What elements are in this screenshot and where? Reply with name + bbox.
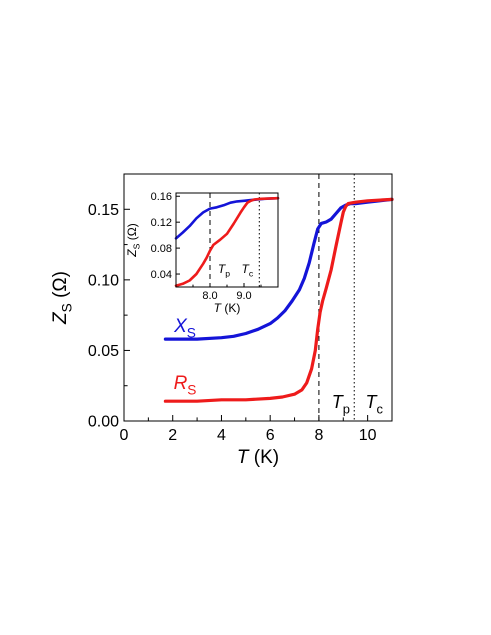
main-frame (123, 173, 393, 422)
inset-label-Tp: Tp (218, 262, 230, 279)
main-x-tick-label: 8 (314, 427, 323, 444)
main-y-tick-label: 0.15 (88, 202, 119, 219)
inset-y-axis-label: ZS (Ω) (125, 223, 142, 257)
inset-label-Tc: Tc (241, 262, 253, 279)
inset-x-axis-label: T (K) (214, 301, 241, 315)
main-x-tick-label: 6 (266, 427, 275, 444)
inset-x-tick-label: 9.0 (236, 290, 251, 302)
main-series-R_S (163, 197, 394, 403)
main-x-axis-label: T (K) (237, 447, 279, 468)
inset-x-tick-label: 8.0 (202, 290, 217, 302)
main-series-label-R_S: RS (174, 373, 197, 398)
main-panel: 0 2 4 6 8 10 0.00 0.05 0.10 0.15 T (K) ZS (Ω) Tp Tc XS… (50, 173, 394, 468)
inset-y-tick-label: 0.04 (151, 269, 172, 281)
main-x-tick-label: 0 (120, 427, 129, 444)
main-label-Tc: Tc (365, 392, 383, 416)
inset-series-R_S (174, 196, 280, 287)
inset-background (176, 193, 278, 287)
main-series-label-X_S: XS (173, 316, 196, 341)
main-x-tick-label: 2 (168, 427, 177, 444)
main-x-tick-label: 4 (217, 427, 226, 444)
main-x-tick-label: 10 (359, 427, 377, 444)
inset-y-tick-label: 0.12 (151, 217, 172, 229)
inset-y-tick-label: 0.08 (151, 243, 172, 255)
inset-y-tick-label: 0.16 (151, 191, 172, 203)
main-y-tick-label: 0.05 (88, 343, 119, 360)
inset-panel: 8.0 9.0 0.04 0.08 0.12 0.16 T (K) ZS (Ω) Tp Tc (125, 191, 280, 315)
main-y-axis-label: ZS (Ω) (50, 271, 75, 325)
main-label-Tp: Tp (332, 392, 350, 416)
main-y-tick-label: 0.00 (88, 414, 119, 431)
main-y-tick-label: 0.10 (88, 272, 119, 289)
